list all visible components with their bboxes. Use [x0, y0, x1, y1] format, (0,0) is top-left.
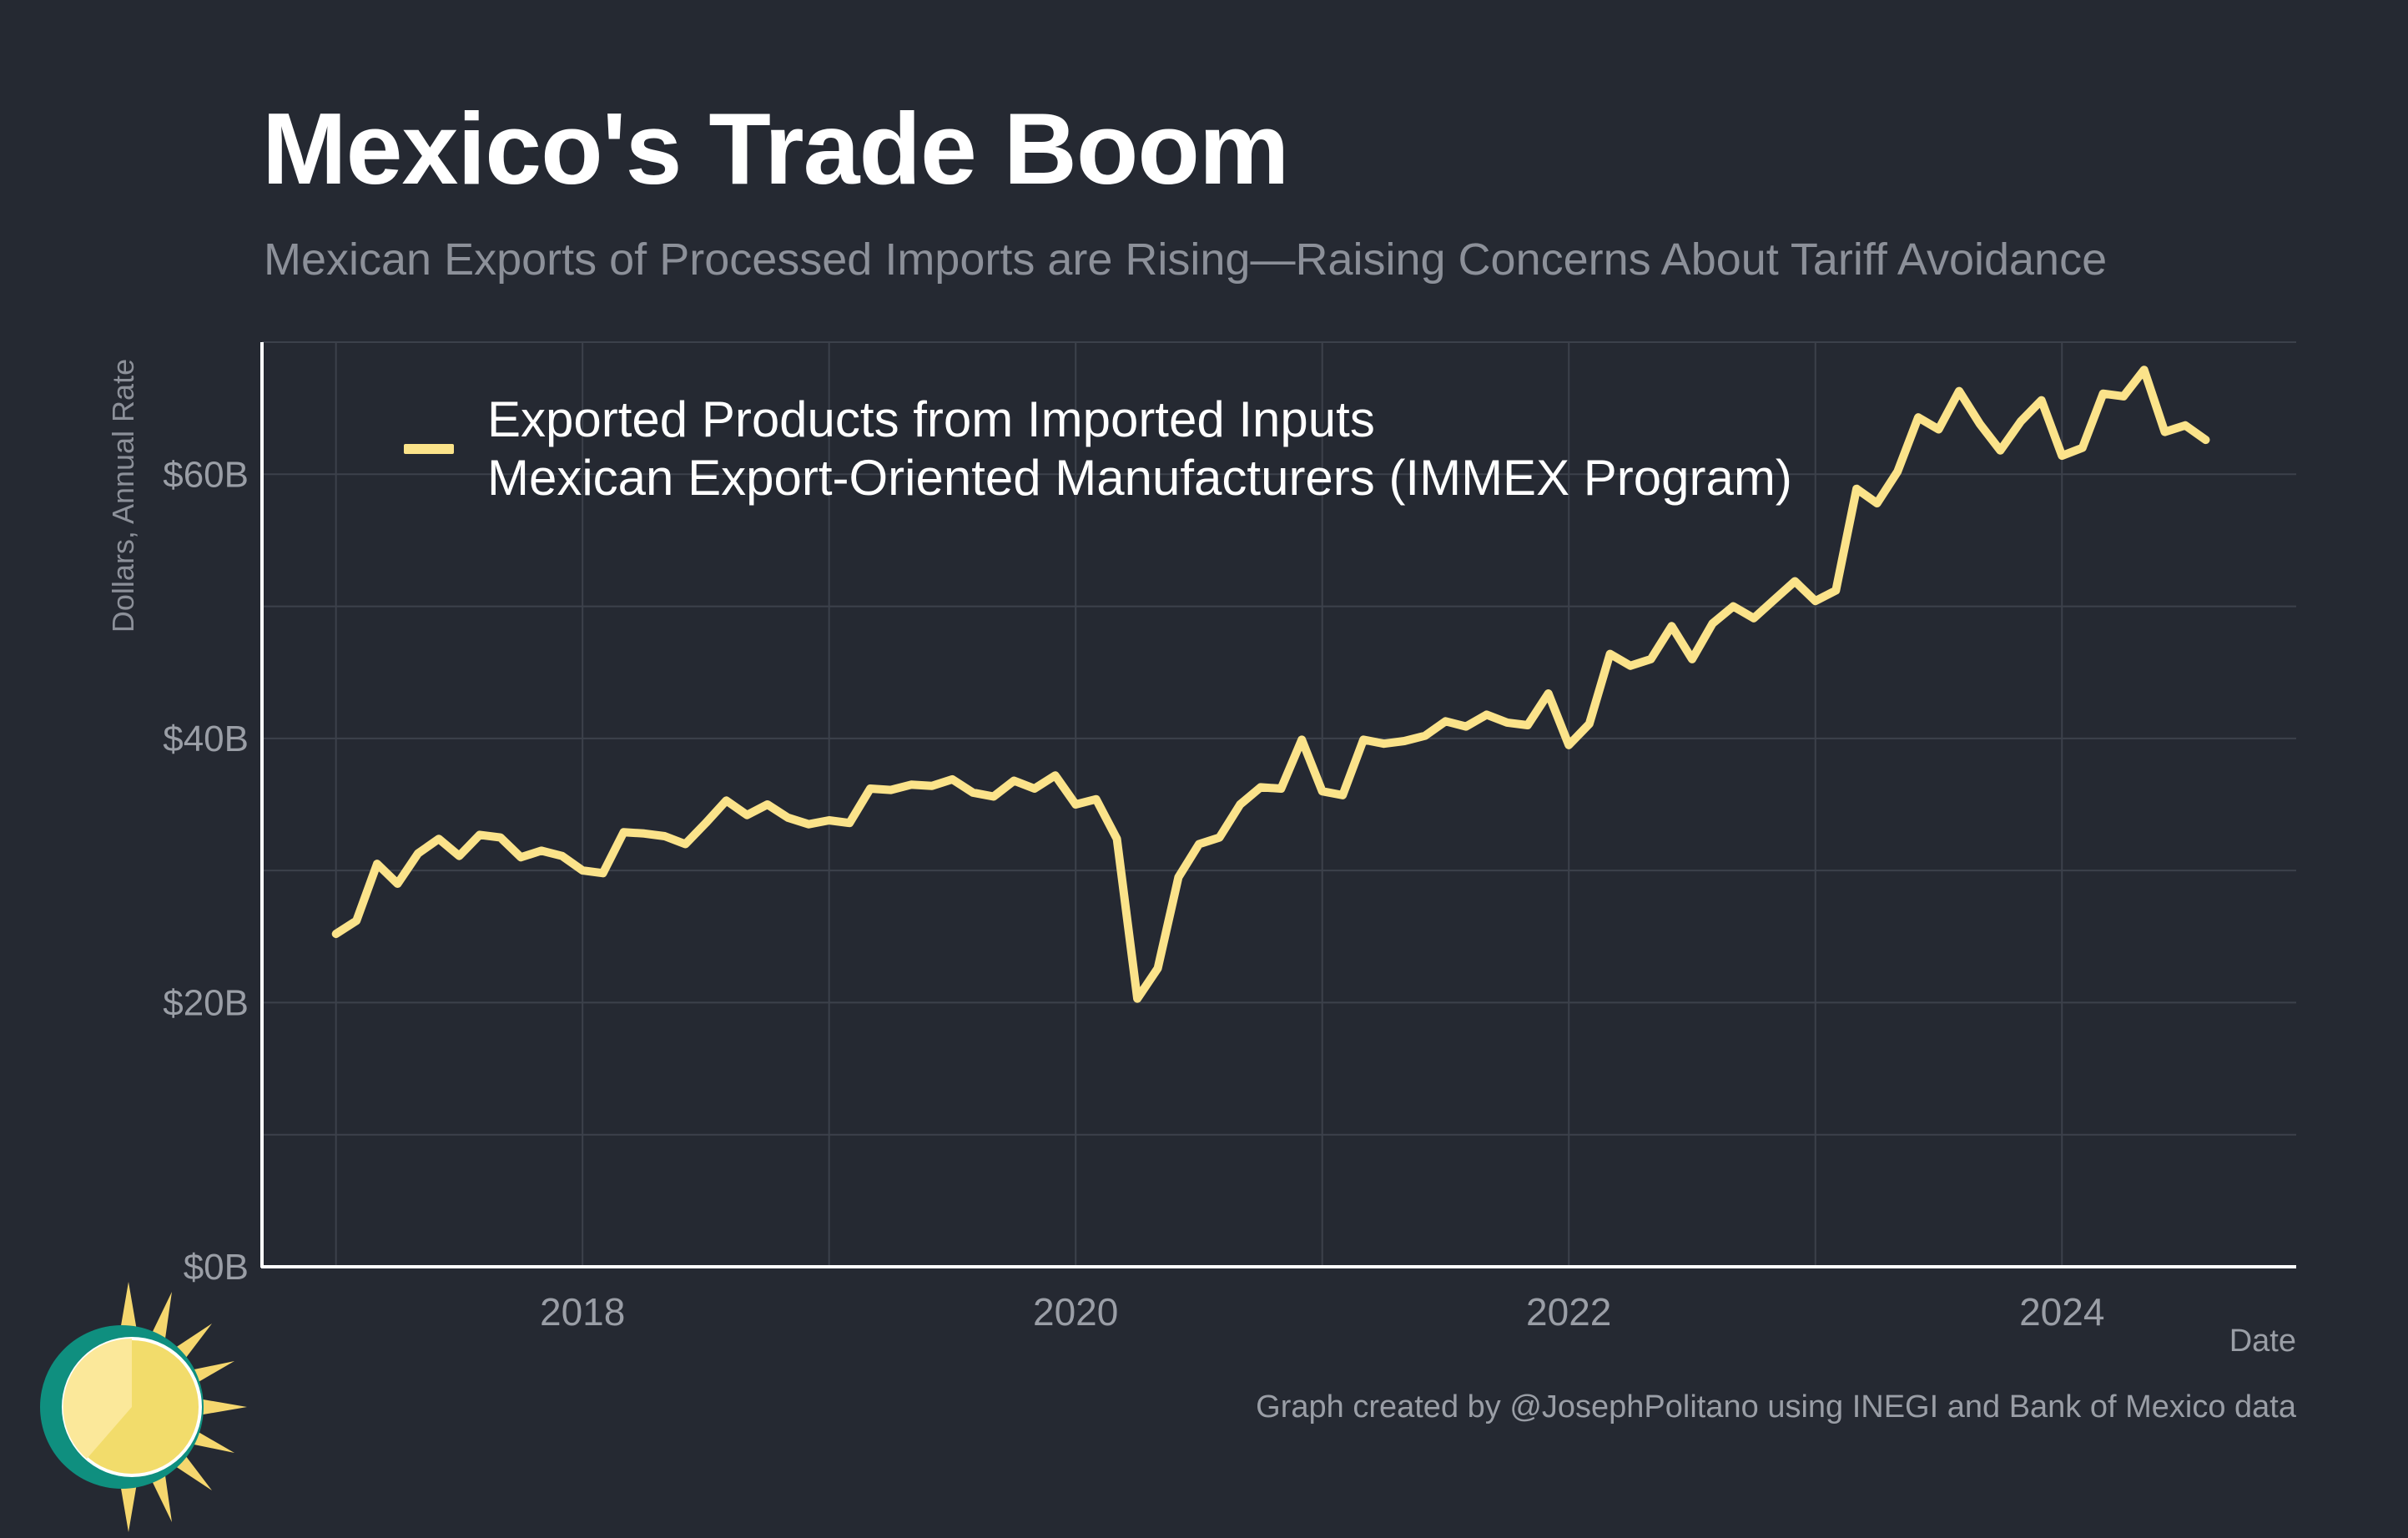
x-tick-label: 2024: [2019, 1290, 2104, 1334]
sun-logo-icon: [38, 1282, 255, 1532]
legend: Exported Products from Imported Inputs M…: [404, 391, 1792, 507]
legend-label-line2: Mexican Export-Oriented Manufacturers (I…: [487, 449, 1792, 507]
y-tick-label: $40B: [163, 719, 249, 759]
y-axis-title: Dollars, Annual Rate: [106, 359, 141, 633]
legend-swatch: [404, 444, 454, 454]
legend-label-line1: Exported Products from Imported Inputs: [487, 391, 1792, 449]
y-tick-label: $60B: [163, 454, 249, 495]
source-credit: Graph created by @JosephPolitano using I…: [1256, 1389, 2296, 1425]
legend-label: Exported Products from Imported Inputs M…: [487, 391, 1792, 507]
x-tick-label: 2022: [1526, 1290, 1611, 1334]
y-tick-label: $20B: [163, 982, 249, 1023]
x-tick-label: 2018: [540, 1290, 625, 1334]
x-tick-label: 2020: [1033, 1290, 1118, 1334]
x-axis-title: Date: [2229, 1324, 2296, 1359]
